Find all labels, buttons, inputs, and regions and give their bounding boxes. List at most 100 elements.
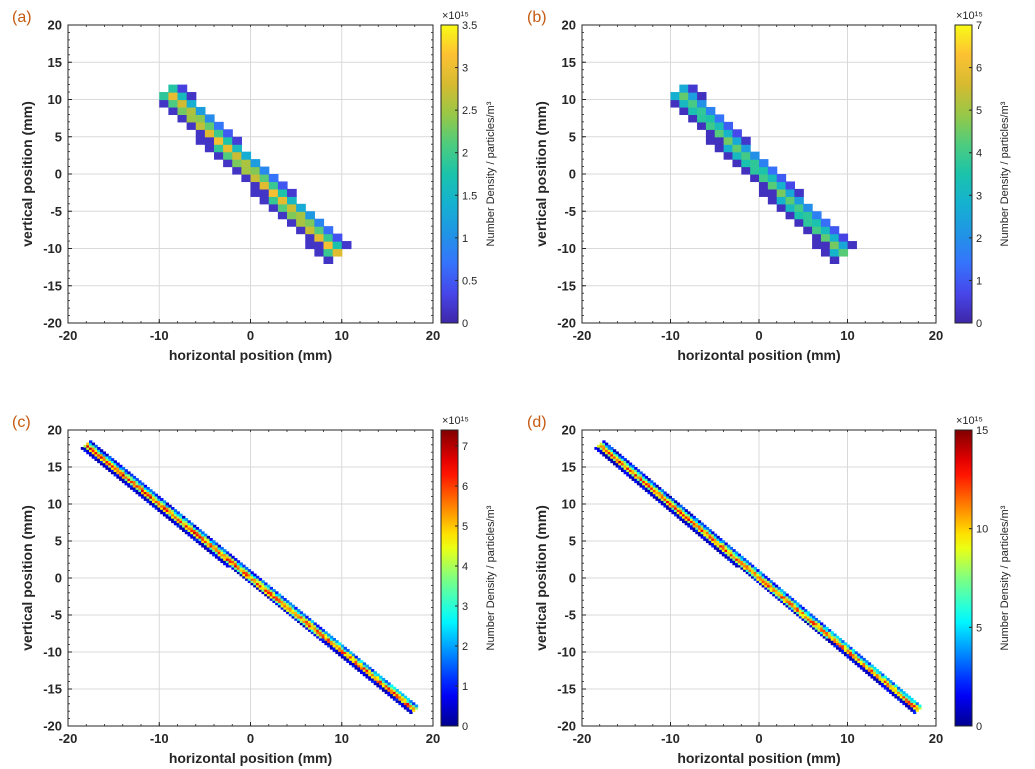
heatmap-cell xyxy=(209,540,213,544)
heatmap-cell xyxy=(910,706,914,710)
heatmap-cell xyxy=(777,591,781,595)
heatmap-cell xyxy=(642,482,646,486)
heatmap-cell xyxy=(287,218,297,227)
heatmap-cell xyxy=(349,662,353,666)
heatmap-cell xyxy=(820,633,824,637)
heatmap-cell xyxy=(370,675,375,679)
heatmap-cell xyxy=(414,704,419,708)
heatmap-cell xyxy=(688,99,698,108)
heatmap-cell xyxy=(261,580,265,584)
heatmap-cell xyxy=(790,602,795,606)
heatmap-cell xyxy=(173,513,178,517)
heatmap-cell xyxy=(854,651,858,655)
y-axis-label: vertical position (mm) xyxy=(19,505,35,650)
heatmap-cell xyxy=(636,478,641,481)
colorbar-tick-label: 2 xyxy=(462,641,468,653)
x-tick-label: -10 xyxy=(150,328,169,343)
heatmap-cell xyxy=(650,489,654,493)
heatmap-cell xyxy=(899,700,903,703)
heatmap-cell xyxy=(676,509,680,512)
heatmap-cell xyxy=(379,677,383,681)
heatmap-cell xyxy=(615,451,619,455)
heatmap-cell xyxy=(323,255,334,264)
heatmap-cell xyxy=(865,666,869,670)
colorbar-tick-label: 6 xyxy=(976,63,982,75)
heatmap-cell xyxy=(785,597,789,601)
heatmap-cell xyxy=(288,611,293,615)
heatmap-cell xyxy=(782,600,787,604)
heatmap-cell xyxy=(239,569,243,572)
heatmap-cell xyxy=(141,495,145,499)
heatmap-cell xyxy=(288,602,293,606)
heatmap-cell xyxy=(354,666,358,670)
heatmap-cell xyxy=(401,702,405,706)
heatmap-cell xyxy=(234,562,238,566)
heatmap-cell xyxy=(794,211,804,220)
heatmap-cell xyxy=(820,626,824,630)
heatmap-cell xyxy=(327,644,331,648)
heatmap-cell xyxy=(897,686,901,690)
heatmap-cell xyxy=(209,549,213,552)
heatmap-cell xyxy=(277,593,282,597)
heatmap-cell xyxy=(751,571,755,575)
heatmap-cell xyxy=(862,666,866,670)
heatmap-cell xyxy=(157,509,161,512)
heatmap-cell xyxy=(335,640,339,643)
heatmap-cell xyxy=(655,495,659,499)
heatmap-cell xyxy=(381,689,386,692)
heatmap-cell xyxy=(368,675,372,679)
heatmap-cell xyxy=(859,657,864,661)
heatmap-cell xyxy=(785,203,795,212)
heatmap-cell xyxy=(206,538,211,541)
heatmap-cell xyxy=(314,233,325,242)
heatmap-cell xyxy=(597,449,601,453)
heatmap-cell xyxy=(121,471,126,475)
heatmap-cell xyxy=(313,633,317,637)
heatmap-cell xyxy=(713,544,718,548)
heatmap-cell xyxy=(652,484,657,488)
heatmap-cell xyxy=(177,114,188,123)
heatmap-cell xyxy=(623,464,627,468)
heatmap-cell xyxy=(602,453,606,457)
heatmap-cell xyxy=(143,491,148,495)
heatmap-cell xyxy=(679,518,683,521)
heatmap-cell xyxy=(83,444,87,448)
heatmap-cell xyxy=(86,449,90,453)
heatmap-cell xyxy=(610,447,614,450)
heatmap-cell xyxy=(332,642,336,646)
heatmap-cell xyxy=(873,673,877,677)
heatmap-cell xyxy=(225,553,230,557)
heatmap-cell xyxy=(91,449,96,453)
heatmap-cell xyxy=(780,600,784,604)
heatmap-cell xyxy=(272,595,276,599)
heatmap-cell xyxy=(297,615,301,619)
heatmap-cell xyxy=(912,708,917,712)
heatmap-cell xyxy=(253,580,257,584)
heatmap-cell xyxy=(721,544,726,548)
heatmap-cell xyxy=(759,571,763,575)
heatmap-cell xyxy=(223,553,227,557)
heatmap-cell xyxy=(682,511,686,515)
heatmap-cell xyxy=(154,498,159,501)
heatmap-cell xyxy=(697,524,702,528)
heatmap-cell xyxy=(756,573,760,577)
heatmap-cell xyxy=(392,693,397,697)
heatmap-cell xyxy=(88,449,93,453)
heatmap-cell xyxy=(875,675,880,679)
heatmap-cell xyxy=(820,622,824,626)
heatmap-cell xyxy=(220,560,224,564)
heatmap-cell xyxy=(812,626,816,630)
heatmap-cell xyxy=(676,513,680,517)
heatmap-cell xyxy=(130,480,134,484)
heatmap-cell xyxy=(806,622,811,626)
heatmap-cell xyxy=(647,484,651,488)
heatmap-cell xyxy=(297,609,301,612)
heatmap-cell xyxy=(668,504,672,508)
heatmap-cell xyxy=(902,695,906,699)
heatmap-cell xyxy=(851,653,856,657)
heatmap-cell xyxy=(838,637,842,641)
heatmap-cell xyxy=(195,538,200,541)
heatmap-cell xyxy=(687,522,691,526)
heatmap-cell xyxy=(788,604,792,608)
heatmap-cell xyxy=(905,693,909,697)
